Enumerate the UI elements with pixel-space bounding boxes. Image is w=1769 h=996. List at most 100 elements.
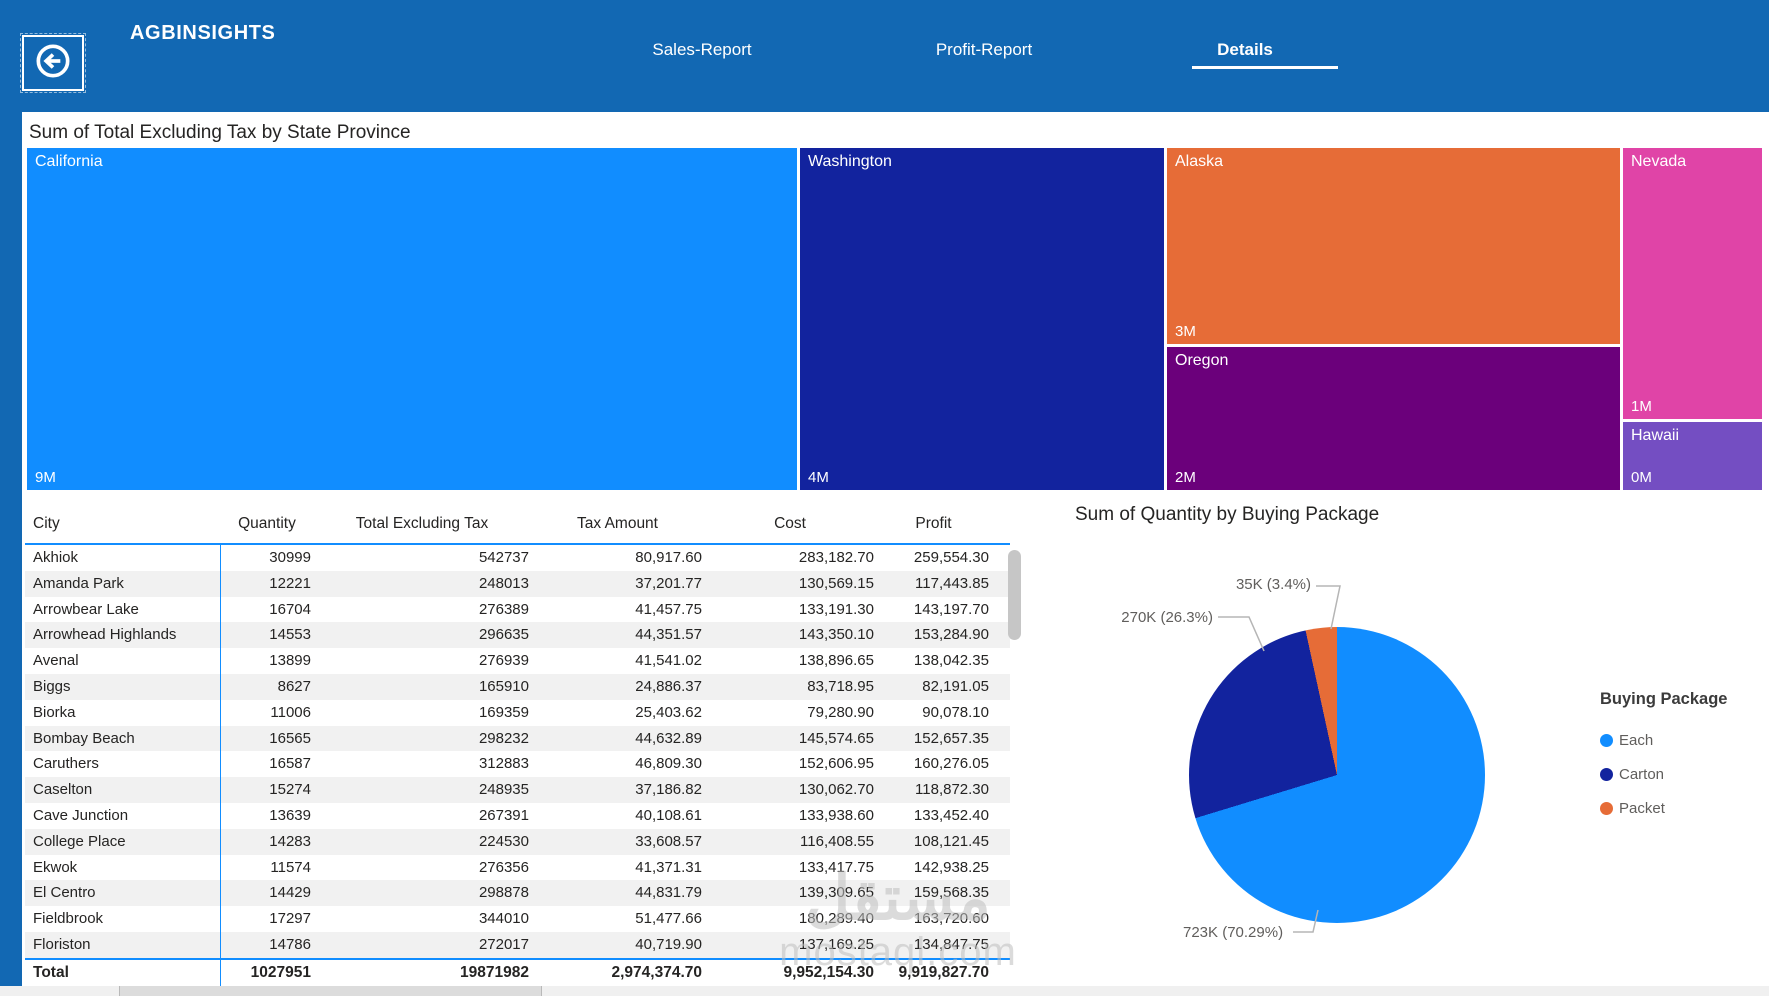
table-row-caselton[interactable]: Caselton 15274 248935 37,186.82 130,062.70 11… (25, 777, 1010, 803)
column-header-tax-amount[interactable]: Tax Amount (577, 515, 658, 532)
table-row-total[interactable]: Total 1027951 19871982 2,974,374.70 9,952,15… (25, 957, 1010, 988)
column-header-profit[interactable]: Profit (915, 515, 952, 532)
cell-tax-amount: 44,632.89 (635, 729, 702, 747)
legend-dot-icon (1600, 801, 1613, 815)
table-row-college-place[interactable]: College Place 14283 224530 33,608.57 116,408… (25, 828, 1010, 855)
treemap-tile-value: 4M (808, 469, 829, 486)
legend-title: Buying Package (1600, 690, 1728, 708)
cell-quantity: 16565 (269, 729, 311, 747)
table-row-fieldbrook[interactable]: Fieldbrook 17297 344010 51,477.66 180,289.40… (25, 906, 1010, 932)
table-row-arrowbear-lake[interactable]: Arrowbear Lake 16704 276389 41,457.75 133,19… (25, 596, 1010, 623)
table-row-biggs[interactable]: Biggs 8627 165910 24,886.37 83,718.95 82,191.… (25, 673, 1010, 700)
table-row-floriston[interactable]: Floriston 14786 272017 40,719.90 137,169.25 1… (25, 931, 1010, 958)
table-row-el-centro[interactable]: El Centro 14429 298878 44,831.79 139,309.65 1… (25, 880, 1010, 907)
cell-profit: 159,568.35 (913, 884, 989, 902)
cell-profit: 143,197.70 (913, 600, 989, 618)
column-header-total-excluding-tax[interactable]: Total Excluding Tax (355, 515, 489, 532)
cell-profit: 82,191.05 (922, 677, 989, 695)
cell-quantity: 8627 (277, 677, 311, 695)
table-row-avenal[interactable]: Avenal 13899 276939 41,541.02 138,896.65 138,… (25, 648, 1010, 674)
cell-cost: 79,280.90 (807, 703, 874, 721)
cell-profit: 9,919,827.70 (898, 963, 989, 981)
cell-quantity: 17297 (269, 910, 311, 928)
cell-cost: 152,606.95 (798, 755, 874, 773)
cell-quantity: 1027951 (250, 963, 311, 981)
treemap-tile-label: California (35, 153, 103, 170)
cell-tax-amount: 44,351.57 (635, 626, 702, 644)
back-arrow-icon (31, 39, 75, 88)
tab-profit-report[interactable]: Profit-Report (935, 40, 1033, 59)
cell-tax-amount: 44,831.79 (635, 884, 702, 902)
cell-tax-amount: 80,917.60 (635, 549, 702, 566)
cell-tax-amount: 37,186.82 (635, 781, 702, 799)
table-row-akhiok[interactable]: Akhiok 30999 542737 80,917.60 283,182.70 259,… (25, 545, 1010, 571)
cell-tax-amount: 40,719.90 (635, 935, 702, 953)
table-row-bombay-beach[interactable]: Bombay Beach 16565 298232 44,632.89 145,574.… (25, 725, 1010, 752)
legend-item-each[interactable]: Each (1600, 723, 1727, 757)
treemap-tile-california[interactable]: California 9M (27, 148, 797, 490)
table-header-row: City Quantity Total Excluding Tax Tax Amoun… (25, 505, 1010, 545)
pie-chart[interactable] (1189, 627, 1485, 923)
table-row-cave-junction[interactable]: Cave Junction 13639 267391 40,108.61 133,938… (25, 802, 1010, 829)
cell-cost: 116,408.55 (800, 832, 874, 850)
cell-total-excluding-tax: 272017 (478, 935, 529, 953)
column-header-quantity[interactable]: Quantity (238, 515, 296, 532)
cell-cost: 133,938.60 (798, 806, 874, 824)
cell-city: Caruthers (25, 751, 221, 778)
cell-tax-amount: 51,477.66 (635, 910, 702, 928)
tab-details[interactable]: Details (1217, 40, 1273, 59)
table-body: Akhiok 30999 542737 80,917.60 283,182.70 259,… (25, 545, 1010, 988)
cell-quantity: 13899 (269, 652, 311, 670)
pie-callout-each: 723K (70.29%) (1183, 924, 1284, 941)
table-row-ekwok[interactable]: Ekwok 11574 276356 41,371.31 133,417.75 142,9… (25, 854, 1010, 881)
horizontal-scrollbar-track[interactable] (0, 986, 1769, 996)
column-header-city[interactable]: City (33, 515, 60, 532)
cell-city: Caselton (25, 777, 221, 803)
cell-total-excluding-tax: 296635 (478, 626, 529, 644)
cell-tax-amount: 40,108.61 (635, 806, 702, 824)
cell-profit: 108,121.45 (913, 832, 989, 850)
legend-item-label: Each (1619, 731, 1654, 749)
table-row-amanda-park[interactable]: Amanda Park 12221 248013 37,201.77 130,569.1… (25, 570, 1010, 597)
cell-profit: 134,847.75 (913, 935, 989, 953)
legend-item-carton[interactable]: Carton (1600, 757, 1727, 791)
treemap-tile-value: 1M (1631, 398, 1652, 415)
treemap-tile-value: 0M (1631, 469, 1652, 486)
page-left-border-band (0, 112, 22, 986)
table-vertical-scrollbar-thumb[interactable] (1008, 550, 1021, 640)
cell-city: Amanda Park (25, 570, 221, 597)
cell-total-excluding-tax: 298232 (478, 729, 529, 747)
treemap-tile-washington[interactable]: Washington 4M (800, 148, 1164, 490)
cell-total-excluding-tax: 248935 (478, 781, 529, 799)
cell-tax-amount: 41,541.02 (635, 652, 702, 670)
column-header-cost[interactable]: Cost (774, 515, 806, 532)
city-details-table: City Quantity Total Excluding Tax Tax Amoun… (25, 505, 1010, 988)
treemap-tile-oregon[interactable]: Oregon 2M (1167, 347, 1620, 490)
cell-total-excluding-tax: 248013 (478, 574, 529, 592)
back-button[interactable] (20, 33, 86, 93)
cell-cost: 137,169.25 (798, 935, 874, 953)
cell-profit: 117,443.85 (915, 574, 989, 592)
legend-item-packet[interactable]: Packet (1600, 791, 1727, 825)
tab-sales-report[interactable]: Sales-Report (652, 40, 752, 59)
legend-items: Each Carton Packet (1600, 723, 1727, 825)
treemap-tile-value: 2M (1175, 469, 1196, 486)
treemap-tile-alaska[interactable]: Alaska 3M (1167, 148, 1620, 344)
cell-total-excluding-tax: 165910 (478, 677, 529, 695)
treemap-tile-nevada[interactable]: Nevada 1M (1623, 148, 1762, 419)
treemap-tile-hawaii[interactable]: Hawaii 0M (1623, 422, 1762, 490)
top-navigation-bar: AGBINSIGHTS Sales-Report Profit-Report Det… (0, 0, 1769, 112)
cell-quantity: 14786 (269, 935, 311, 953)
table-row-arrowhead-highlands[interactable]: Arrowhead Highlands 14553 296635 44,351.57 1… (25, 622, 1010, 649)
cell-profit: 133,452.40 (913, 806, 989, 824)
horizontal-scrollbar-thumb[interactable] (119, 986, 542, 996)
cell-cost: 133,417.75 (798, 858, 874, 876)
table-row-caruthers[interactable]: Caruthers 16587 312883 46,809.30 152,606.95 1… (25, 751, 1010, 778)
cell-quantity: 15274 (269, 781, 311, 799)
cell-cost: 138,896.65 (798, 652, 874, 670)
cell-city: El Centro (25, 880, 221, 907)
cell-cost: 130,569.15 (798, 574, 874, 592)
cell-tax-amount: 46,809.30 (635, 755, 702, 773)
table-row-biorka[interactable]: Biorka 11006 169359 25,403.62 79,280.90 90,07… (25, 699, 1010, 726)
cell-cost: 145,574.65 (798, 729, 874, 747)
